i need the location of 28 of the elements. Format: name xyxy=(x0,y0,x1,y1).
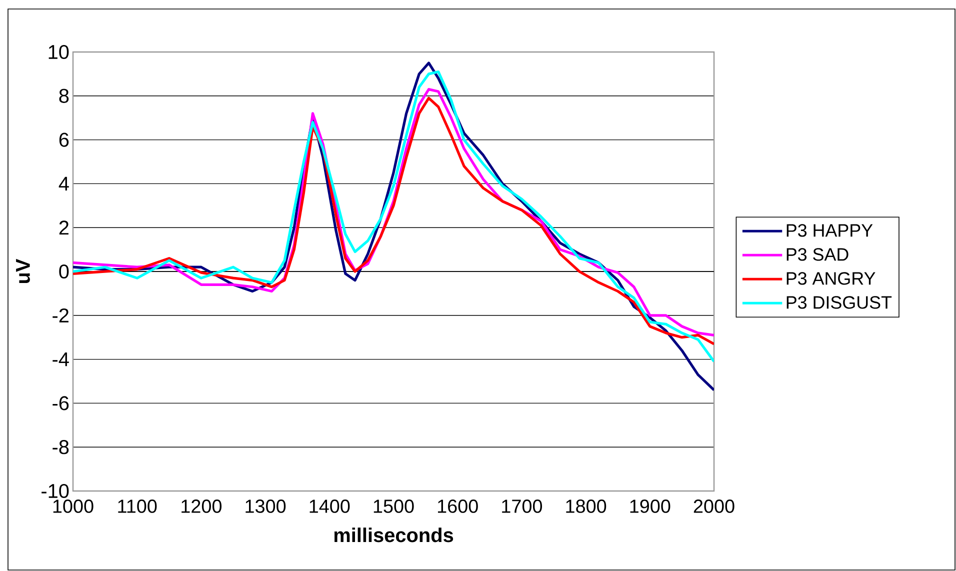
legend-label: P3 HAPPY xyxy=(786,224,873,237)
x-tick-label: 1600 xyxy=(438,500,478,513)
x-axis-title: milliseconds xyxy=(334,528,454,542)
legend-label: P3 ANGRY xyxy=(786,272,876,285)
x-tick-label: 1100 xyxy=(118,500,157,513)
legend-label: P3 DISGUST xyxy=(786,296,892,309)
y-tick-label: -8 xyxy=(52,440,69,454)
x-tick-label: 1500 xyxy=(374,500,414,513)
y-tick-label: 10 xyxy=(48,44,69,60)
x-tick-label: 1300 xyxy=(246,500,286,513)
x-tick-label: 1000 xyxy=(53,500,94,513)
y-tick-label: 6 xyxy=(59,132,69,147)
y-tick-label: 2 xyxy=(59,220,68,235)
y-tick-label: -4 xyxy=(52,352,69,366)
y-tick-label: 0 xyxy=(59,264,69,279)
x-tick-label: 1900 xyxy=(630,500,670,513)
y-tick-label: -6 xyxy=(52,396,69,410)
x-tick-label: 1700 xyxy=(502,500,542,513)
x-tick-label: 1400 xyxy=(310,500,350,513)
x-tick-label: 1200 xyxy=(182,500,222,513)
y-tick-label: -10 xyxy=(42,484,69,498)
x-tick-label: 1800 xyxy=(566,500,606,513)
y-tick-label: -2 xyxy=(52,308,68,322)
y-tick-label: 4 xyxy=(58,176,69,191)
legend-label: P3 SAD xyxy=(786,248,848,261)
y-axis-title: uV xyxy=(16,258,30,283)
y-tick-label: 8 xyxy=(59,88,69,103)
x-tick-label: 2000 xyxy=(694,500,734,513)
